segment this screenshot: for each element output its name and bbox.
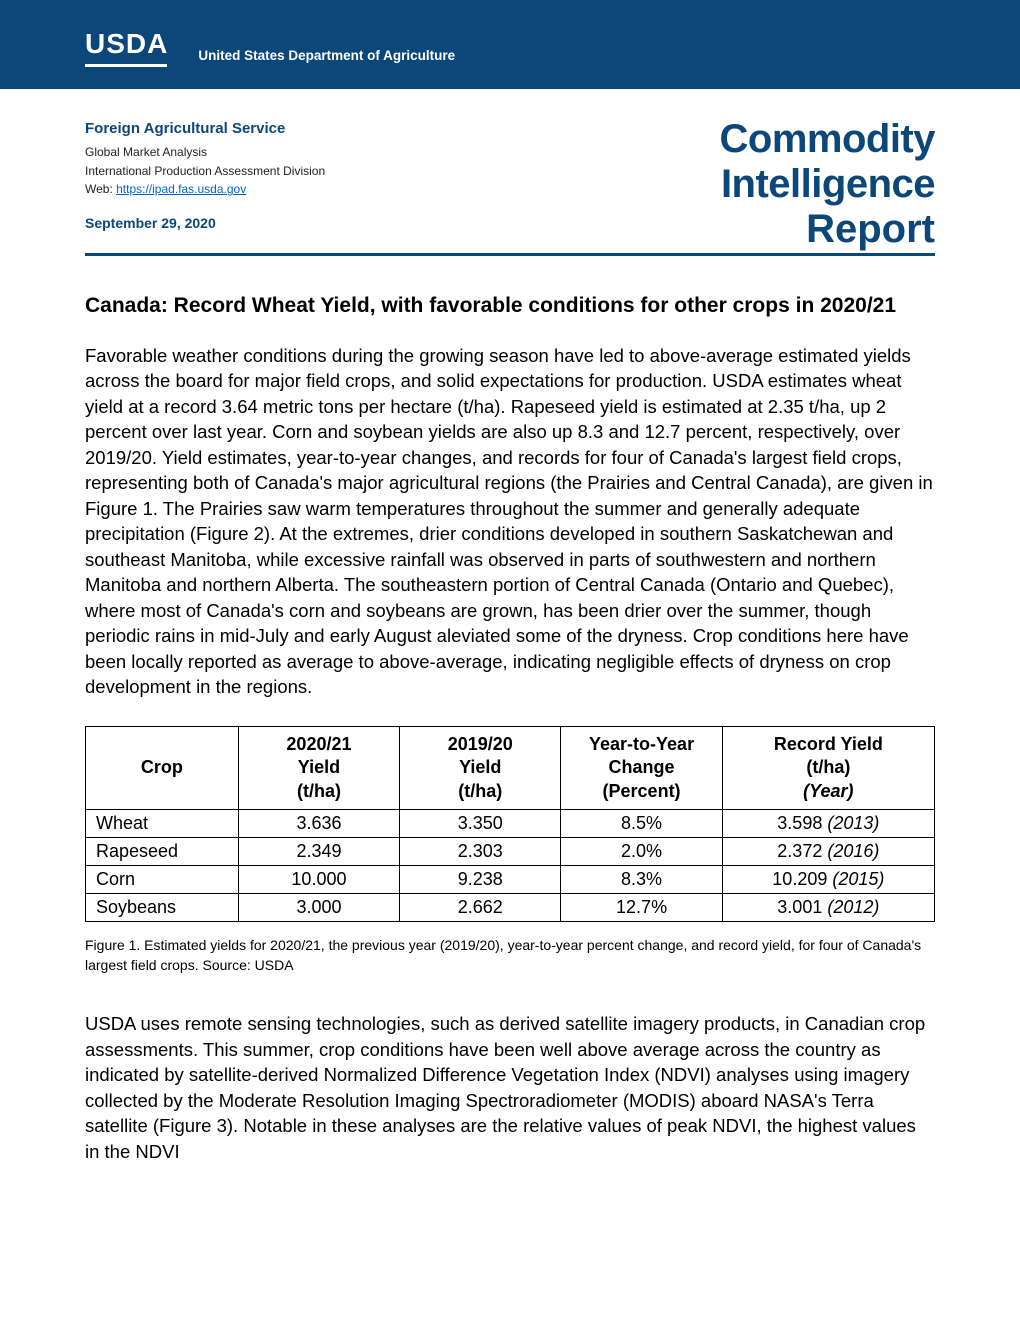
title-line-1: Commodity xyxy=(720,117,936,162)
hdr-crop: Crop xyxy=(141,757,183,777)
usda-logo: USDA xyxy=(85,30,168,67)
header-band: USDA United States Department of Agricul… xyxy=(0,0,1020,89)
cell-record: 3.598 (2013) xyxy=(722,810,934,838)
rec-val: 2.372 xyxy=(777,841,822,861)
col-crop: Crop xyxy=(86,726,239,809)
cell-change: 2.0% xyxy=(561,838,722,866)
hdr-chg-2: Change xyxy=(609,757,675,777)
col-change: Year-to-Year Change (Percent) xyxy=(561,726,722,809)
cell-change: 12.7% xyxy=(561,894,722,922)
cell-2021: 3.636 xyxy=(238,810,399,838)
table-row: Wheat 3.636 3.350 8.5% 3.598 (2013) xyxy=(86,810,935,838)
hdr-2021-3: (t/ha) xyxy=(297,781,341,801)
cell-crop: Rapeseed xyxy=(86,838,239,866)
cell-crop: Corn xyxy=(86,866,239,894)
cell-2019: 3.350 xyxy=(400,810,561,838)
paragraph-1: Favorable weather conditions during the … xyxy=(85,343,935,700)
rec-val: 10.209 xyxy=(772,869,827,889)
hdr-rec-2: (t/ha) xyxy=(806,757,850,777)
rec-val: 3.001 xyxy=(777,897,822,917)
title-line-3: Report xyxy=(720,207,936,252)
cell-change: 8.3% xyxy=(561,866,722,894)
hdr-rec-1: Record Yield xyxy=(774,734,883,754)
cell-2021: 10.000 xyxy=(238,866,399,894)
logo-underline xyxy=(85,64,167,67)
col-2019: 2019/20 Yield (t/ha) xyxy=(400,726,561,809)
department-name: United States Department of Agriculture xyxy=(198,34,455,63)
web-line: Web: https://ipad.fas.usda.gov xyxy=(85,180,325,199)
cell-record: 3.001 (2012) xyxy=(722,894,934,922)
hdr-2019-2: Yield xyxy=(459,757,501,777)
document-title: Commodity Intelligence Report xyxy=(720,117,936,251)
meta-row: Foreign Agricultural Service Global Mark… xyxy=(85,117,935,256)
rec-year: (2016) xyxy=(827,841,879,861)
cell-2019: 2.662 xyxy=(400,894,561,922)
report-date: September 29, 2020 xyxy=(85,213,325,235)
cell-2019: 9.238 xyxy=(400,866,561,894)
hdr-2021-1: 2020/21 xyxy=(286,734,351,754)
hdr-rec-3: (Year) xyxy=(803,781,853,801)
yield-table: Crop 2020/21 Yield (t/ha) 2019/20 Yield (t/h… xyxy=(85,726,935,922)
page-content: Foreign Agricultural Service Global Mark… xyxy=(0,89,1020,1230)
col-2021: 2020/21 Yield (t/ha) xyxy=(238,726,399,809)
cell-2021: 3.000 xyxy=(238,894,399,922)
cell-record: 2.372 (2016) xyxy=(722,838,934,866)
headline: Canada: Record Wheat Yield, with favorab… xyxy=(85,292,935,320)
cell-2019: 2.303 xyxy=(400,838,561,866)
hdr-chg-3: (Percent) xyxy=(603,781,681,801)
table-row: Rapeseed 2.349 2.303 2.0% 2.372 (2016) xyxy=(86,838,935,866)
hdr-2019-1: 2019/20 xyxy=(448,734,513,754)
cell-change: 8.5% xyxy=(561,810,722,838)
cell-record: 10.209 (2015) xyxy=(722,866,934,894)
logo-text: USDA xyxy=(85,30,168,58)
hdr-2019-3: (t/ha) xyxy=(458,781,502,801)
title-line-2: Intelligence xyxy=(720,162,936,207)
rec-year: (2013) xyxy=(827,813,879,833)
hdr-2021-2: Yield xyxy=(298,757,340,777)
table-row: Corn 10.000 9.238 8.3% 10.209 (2015) xyxy=(86,866,935,894)
table-row: Soybeans 3.000 2.662 12.7% 3.001 (2012) xyxy=(86,894,935,922)
rec-year: (2012) xyxy=(827,897,879,917)
web-prefix: Web: xyxy=(85,182,116,196)
hdr-chg-1: Year-to-Year xyxy=(589,734,694,754)
table-header-row: Crop 2020/21 Yield (t/ha) 2019/20 Yield (t/h… xyxy=(86,726,935,809)
paragraph-2: USDA uses remote sensing technologies, s… xyxy=(85,1011,935,1164)
service-name: Foreign Agricultural Service xyxy=(85,117,325,140)
figure-caption: Figure 1. Estimated yields for 2020/21, … xyxy=(85,936,935,975)
table-body: Wheat 3.636 3.350 8.5% 3.598 (2013) Rape… xyxy=(86,810,935,922)
division-2: International Production Assessment Divi… xyxy=(85,162,325,181)
cell-crop: Soybeans xyxy=(86,894,239,922)
col-record: Record Yield (t/ha) (Year) xyxy=(722,726,934,809)
rec-val: 3.598 xyxy=(777,813,822,833)
rec-year: (2015) xyxy=(832,869,884,889)
cell-2021: 2.349 xyxy=(238,838,399,866)
division-1: Global Market Analysis xyxy=(85,143,325,162)
web-link[interactable]: https://ipad.fas.usda.gov xyxy=(116,182,246,196)
left-meta: Foreign Agricultural Service Global Mark… xyxy=(85,117,325,235)
cell-crop: Wheat xyxy=(86,810,239,838)
